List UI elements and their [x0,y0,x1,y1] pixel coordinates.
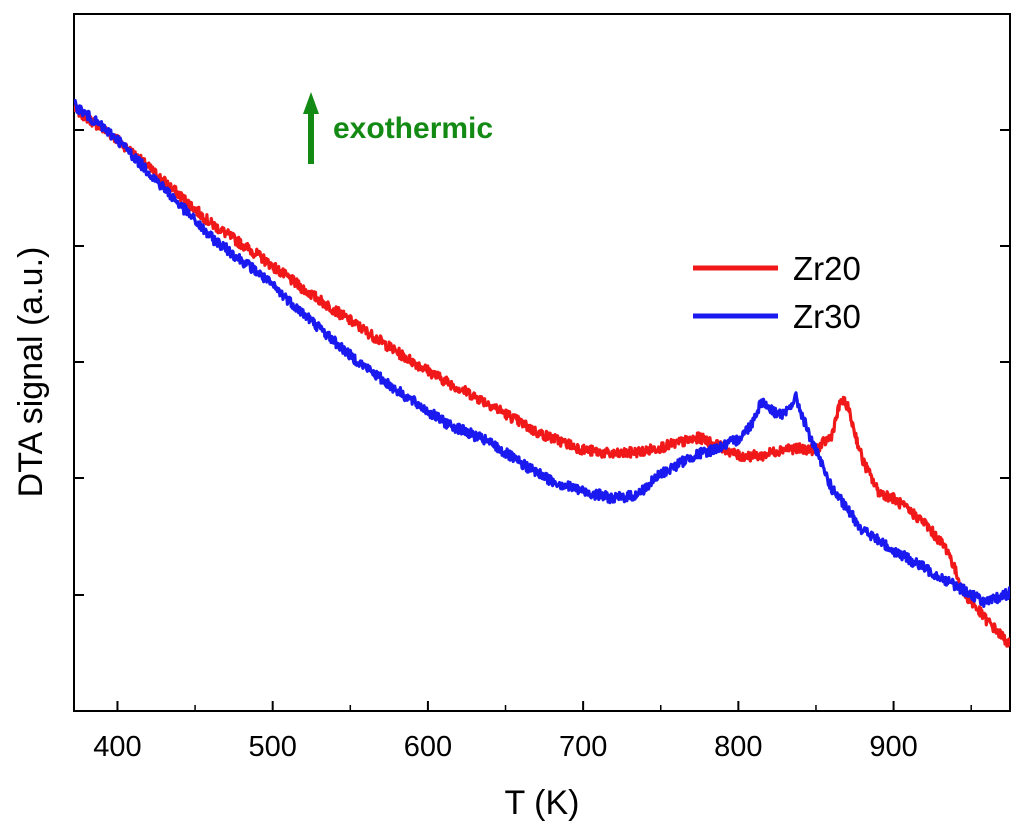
x-tick-label: 800 [714,731,762,763]
x-axis-label: T (K) [505,784,580,822]
x-tick-label: 900 [869,731,917,763]
series-line-zr30 [74,98,1010,608]
exothermic-label: exothermic [333,112,493,145]
y-axis-label: DTA signal (a.u.) [12,247,50,498]
series-line-zr20 [74,102,1010,648]
y-axis-ticks [74,129,1010,596]
exothermic-annotation: exothermic [303,92,493,164]
legend-label-zr30: Zr30 [793,298,861,335]
series-layer [74,98,1010,648]
x-axis-ticks: 400 500 600 700 800 900 [93,701,972,763]
legend: Zr20 Zr30 [693,250,861,335]
up-arrow-head-icon [303,92,319,114]
x-tick-label: 700 [559,731,607,763]
legend-label-zr20: Zr20 [793,250,861,287]
plot-frame [73,13,1011,712]
x-tick-label: 500 [248,731,296,763]
x-tick-label: 400 [93,731,141,763]
x-tick-label: 600 [404,731,452,763]
